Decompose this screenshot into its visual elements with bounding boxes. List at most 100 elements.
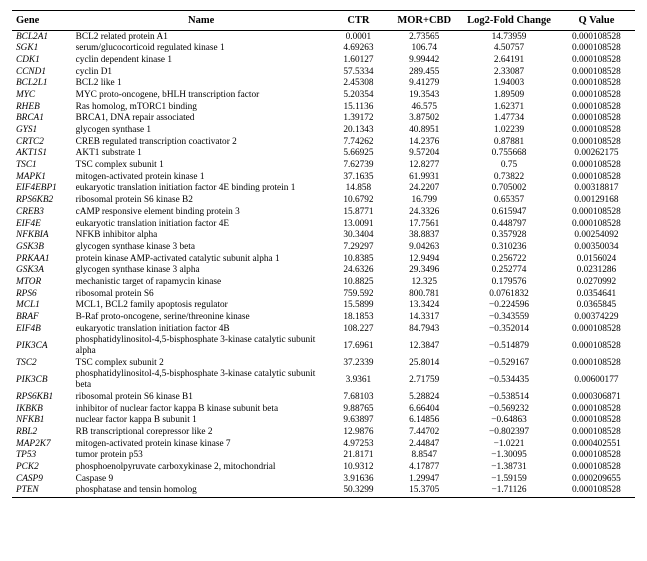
cell-name: CREB regulated transcription coactivator… (74, 136, 329, 148)
table-row: MAPK1mitogen-activated protein kinase 13… (12, 171, 635, 183)
cell-ctr: 14.858 (329, 183, 389, 195)
cell-l2fc: −1.30095 (460, 450, 558, 462)
cell-gene: CDK1 (12, 54, 74, 66)
cell-gene: RPS6KB1 (12, 391, 74, 403)
table-row: TP53tumor protein p5321.81718.8547−1.300… (12, 450, 635, 462)
cell-name: cyclin dependent kinase 1 (74, 54, 329, 66)
cell-l2fc: −0.802397 (460, 426, 558, 438)
table-row: CASP9Caspase 93.916361.29947−1.591590.00… (12, 473, 635, 485)
cell-l2fc: 0.252774 (460, 265, 558, 277)
cell-gene: EIF4B (12, 323, 74, 335)
cell-mor: 12.325 (388, 276, 460, 288)
cell-mor: 9.04263 (388, 241, 460, 253)
cell-l2fc: −0.352014 (460, 323, 558, 335)
table-row: TSC1TSC complex subunit 17.6273912.82770… (12, 160, 635, 172)
table-row: SGK1serum/glucocorticoid regulated kinas… (12, 43, 635, 55)
cell-name: ribosomal protein S6 kinase B2 (74, 195, 329, 207)
cell-mor: 289.455 (388, 66, 460, 78)
cell-ctr: 18.1853 (329, 312, 389, 324)
cell-mor: 19.3543 (388, 89, 460, 101)
cell-q: 0.000108528 (558, 485, 635, 497)
cell-name: phosphatase and tensin homolog (74, 485, 329, 497)
cell-q: 0.000108528 (558, 43, 635, 55)
cell-q: 0.00350034 (558, 241, 635, 253)
cell-name: protein kinase AMP-activated catalytic s… (74, 253, 329, 265)
cell-q: 0.000108528 (558, 218, 635, 230)
cell-name: serum/glucocorticoid regulated kinase 1 (74, 43, 329, 55)
cell-name: Ras homolog, mTORC1 binding (74, 101, 329, 113)
table-row: GSK3Aglycogen synthase kinase 3 alpha24.… (12, 265, 635, 277)
cell-gene: NFKBIA (12, 230, 74, 242)
cell-ctr: 0.0001 (329, 31, 389, 43)
cell-mor: 24.3326 (388, 206, 460, 218)
cell-l2fc: 1.47734 (460, 113, 558, 125)
cell-q: 0.000108528 (558, 101, 635, 113)
cell-ctr: 3.9361 (329, 369, 389, 391)
cell-name: glycogen synthase 1 (74, 125, 329, 137)
cell-ctr: 24.6326 (329, 265, 389, 277)
cell-ctr: 15.1136 (329, 101, 389, 113)
cell-mor: 14.2376 (388, 136, 460, 148)
table-row: PCK2phosphoenolpyruvate carboxykinase 2,… (12, 461, 635, 473)
cell-q: 0.000108528 (558, 54, 635, 66)
cell-ctr: 4.69263 (329, 43, 389, 55)
cell-l2fc: 1.89509 (460, 89, 558, 101)
cell-l2fc: 0.75 (460, 160, 558, 172)
table-row: GSK3Bglycogen synthase kinase 3 beta7.29… (12, 241, 635, 253)
table-row: AKT1S1AKT1 substrate 15.669259.572040.75… (12, 148, 635, 160)
cell-gene: RHEB (12, 101, 74, 113)
cell-l2fc: 14.73959 (460, 31, 558, 43)
table-row: MYCMYC proto-oncogene, bHLH transcriptio… (12, 89, 635, 101)
cell-gene: MCL1 (12, 300, 74, 312)
table-row: PTENphosphatase and tensin homolog50.329… (12, 485, 635, 497)
cell-q: 0.00262175 (558, 148, 635, 160)
table-header-row: Gene Name CTR MOR+CBD Log2-Fold Change Q… (12, 11, 635, 31)
table-row: PRKAA1protein kinase AMP-activated catal… (12, 253, 635, 265)
cell-ctr: 37.2339 (329, 357, 389, 369)
cell-mor: 3.87502 (388, 113, 460, 125)
table-row: MCL1MCL1, BCL2 family apoptosis regulato… (12, 300, 635, 312)
cell-name: MCL1, BCL2 family apoptosis regulator (74, 300, 329, 312)
cell-l2fc: −0.64863 (460, 415, 558, 427)
table-row: RHEBRas homolog, mTORC1 binding15.113646… (12, 101, 635, 113)
table-row: RPS6KB2ribosomal protein S6 kinase B210.… (12, 195, 635, 207)
table-row: TSC2TSC complex subunit 237.233925.8014−… (12, 357, 635, 369)
cell-name: NFKB inhibitor alpha (74, 230, 329, 242)
cell-mor: 9.99442 (388, 54, 460, 66)
cell-l2fc: 2.64191 (460, 54, 558, 66)
cell-mor: 6.14856 (388, 415, 460, 427)
cell-ctr: 108.227 (329, 323, 389, 335)
cell-ctr: 20.1343 (329, 125, 389, 137)
cell-q: 0.000108528 (558, 66, 635, 78)
cell-gene: BCL2L1 (12, 78, 74, 90)
cell-gene: SGK1 (12, 43, 74, 55)
cell-mor: 38.8837 (388, 230, 460, 242)
cell-q: 0.000209655 (558, 473, 635, 485)
cell-gene: MAP2K7 (12, 438, 74, 450)
cell-ctr: 3.91636 (329, 473, 389, 485)
col-header-ctr: CTR (329, 11, 389, 31)
cell-ctr: 7.29297 (329, 241, 389, 253)
cell-ctr: 37.1635 (329, 171, 389, 183)
cell-ctr: 2.45308 (329, 78, 389, 90)
cell-gene: GSK3B (12, 241, 74, 253)
cell-q: 0.000108528 (558, 89, 635, 101)
cell-l2fc: 0.87881 (460, 136, 558, 148)
cell-gene: TSC1 (12, 160, 74, 172)
table-row: PIK3CBphosphatidylinositol-4,5-bisphosph… (12, 369, 635, 391)
cell-l2fc: 0.0761832 (460, 288, 558, 300)
cell-name: phosphatidylinositol-4,5-bisphosphate 3-… (74, 335, 329, 357)
cell-name: ribosomal protein S6 (74, 288, 329, 300)
cell-name: BRCA1, DNA repair associated (74, 113, 329, 125)
cell-ctr: 7.62739 (329, 160, 389, 172)
cell-gene: CRTC2 (12, 136, 74, 148)
cell-mor: 4.17877 (388, 461, 460, 473)
cell-gene: MAPK1 (12, 171, 74, 183)
col-header-name: Name (74, 11, 329, 31)
cell-name: RB transcriptional corepressor like 2 (74, 426, 329, 438)
cell-ctr: 7.68103 (329, 391, 389, 403)
cell-l2fc: 0.705002 (460, 183, 558, 195)
cell-l2fc: 0.179576 (460, 276, 558, 288)
cell-l2fc: 1.94003 (460, 78, 558, 90)
table-row: MTORmechanistic target of rapamycin kina… (12, 276, 635, 288)
